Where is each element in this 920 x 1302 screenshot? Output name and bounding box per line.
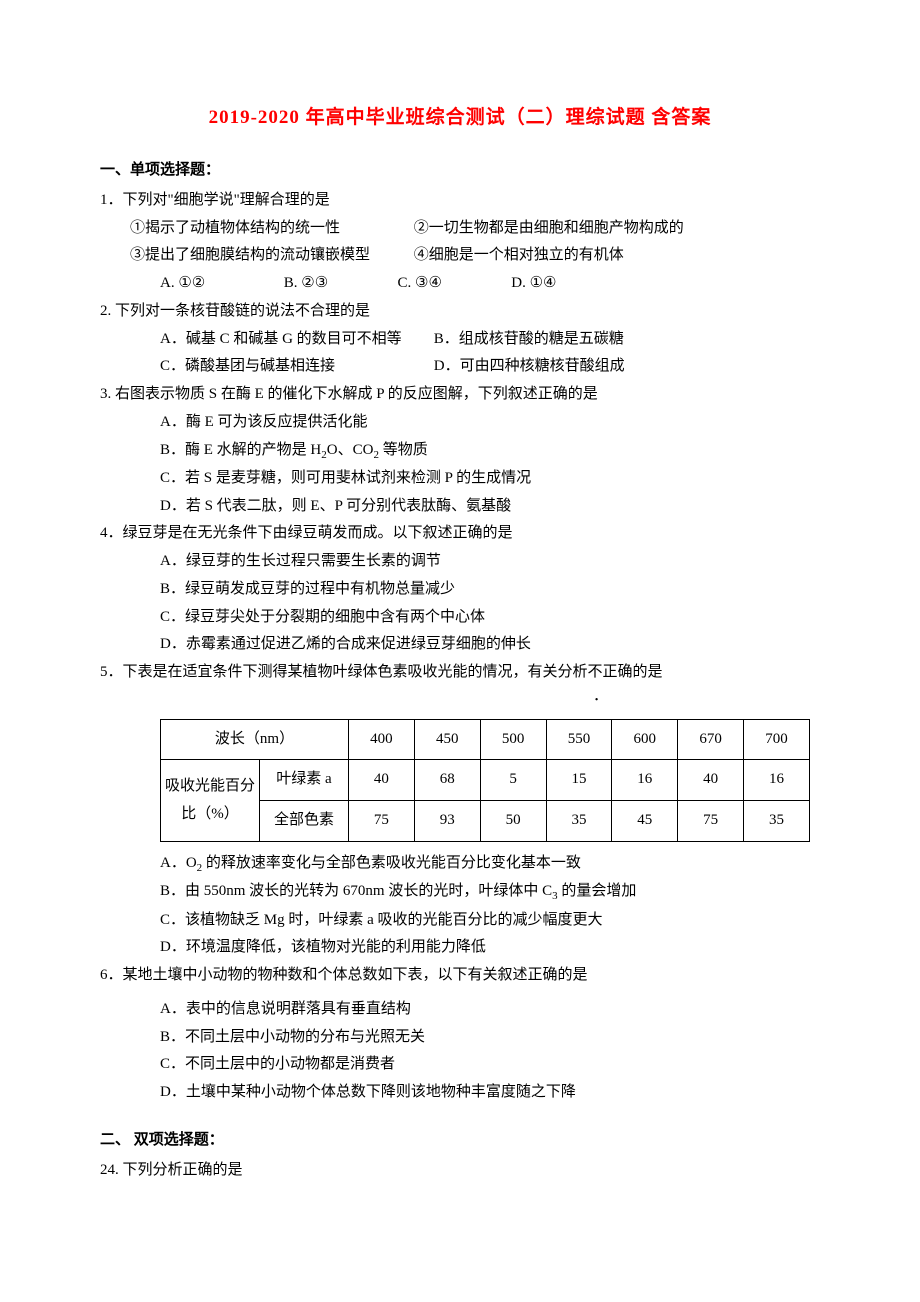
- q5-option-d: D．环境温度降低，该植物对光能的利用能力降低: [100, 934, 820, 962]
- q5-col-5: 670: [678, 719, 744, 760]
- q5-option-b: B．由 550nm 波长的光转为 670nm 波长的光时，叶绿体中 C3 的量会…: [100, 878, 820, 906]
- q3-option-a: A．酶 E 可为该反应提供活化能: [100, 409, 820, 437]
- q5-r2c0: 75: [349, 801, 415, 842]
- q3-b-pre: B．酶 E 水解的产物是 H: [160, 442, 321, 458]
- q1-option-c: C. ③④: [398, 270, 508, 298]
- q3-option-c: C．若 S 是麦芽糖，则可用斐林试剂来检测 P 的生成情况: [100, 465, 820, 493]
- q5-a-post: 的释放速率变化与全部色素吸收光能百分比变化基本一致: [202, 855, 581, 871]
- q5-col-1: 450: [414, 719, 480, 760]
- q5-b-pre: B．由 550nm 波长的光转为 670nm 波长的光时，叶绿体中 C: [160, 883, 552, 899]
- q5-r1c0: 40: [349, 760, 415, 801]
- q1-statements-row-2: ③提出了细胞膜结构的流动镶嵌模型 ④细胞是一个相对独立的有机体: [100, 242, 820, 270]
- q4-option-d: D．赤霉素通过促进乙烯的合成来促进绿豆芽细胞的伸长: [100, 631, 820, 659]
- q6-stem: 6．某地土壤中小动物的物种数和个体总数如下表，以下有关叙述正确的是: [100, 962, 820, 990]
- q1-option-a: A. ①②: [160, 270, 280, 298]
- table-row: 吸收光能百分比（%） 叶绿素 a 40 68 5 15 16 40 16: [161, 760, 810, 801]
- table-row: 波长（nm） 400 450 500 550 600 670 700: [161, 719, 810, 760]
- q2-option-d: D．可由四种核糖核苷酸组成: [434, 358, 625, 374]
- q5-r2c6: 35: [744, 801, 810, 842]
- question-5: 5．下表是在适宜条件下测得某植物叶绿体色素吸收光能的情况，有关分析不正确的是 ．…: [100, 659, 820, 962]
- q2-option-b: B．组成核苷酸的糖是五碳糖: [434, 331, 624, 347]
- q5-r2c4: 45: [612, 801, 678, 842]
- q2-option-c: C．磷酸基团与碱基相连接: [160, 353, 430, 381]
- q2-option-a: A．碱基 C 和碱基 G 的数目可不相等: [160, 326, 430, 354]
- q5-r1c3: 15: [546, 760, 612, 801]
- q5-col-2: 500: [480, 719, 546, 760]
- section-1-heading: 一、单项选择题：: [100, 157, 820, 185]
- q5-r1c5: 40: [678, 760, 744, 801]
- q5-r2c1: 93: [414, 801, 480, 842]
- question-4: 4．绿豆芽是在无光条件下由绿豆萌发而成。以下叙述正确的是 A．绿豆芽的生长过程只…: [100, 520, 820, 659]
- q3-b-post: 等物质: [379, 442, 428, 458]
- q5-col-0: 400: [349, 719, 415, 760]
- q1-stem: 1．下列对"细胞学说"理解合理的是: [100, 187, 820, 215]
- q4-option-a: A．绿豆芽的生长过程只需要生长素的调节: [100, 548, 820, 576]
- q5-b-post: 的量会增加: [558, 883, 637, 899]
- q1-options: A. ①② B. ②③ C. ③④ D. ①④: [100, 270, 820, 298]
- q5-r1c1: 68: [414, 760, 480, 801]
- q5-option-c: C．该植物缺乏 Mg 时，叶绿素 a 吸收的光能百分比的减少幅度更大: [100, 907, 820, 935]
- q5-r1c6: 16: [744, 760, 810, 801]
- q5-option-a: A．O2 的释放速率变化与全部色素吸收光能百分比变化基本一致: [100, 850, 820, 878]
- q6-option-c: C．不同土层中的小动物都是消费者: [100, 1051, 820, 1079]
- q1-statement-2: ②一切生物都是由细胞和细胞产物构成的: [414, 220, 684, 236]
- q4-option-b: B．绿豆萌发成豆芽的过程中有机物总量减少: [100, 576, 820, 604]
- q5-r1c4: 16: [612, 760, 678, 801]
- q24-stem: 24. 下列分析正确的是: [100, 1157, 820, 1185]
- q5-col-6: 700: [744, 719, 810, 760]
- q4-stem: 4．绿豆芽是在无光条件下由绿豆萌发而成。以下叙述正确的是: [100, 520, 820, 548]
- section-2-heading: 二、 双项选择题：: [100, 1127, 820, 1155]
- q5-r2c2: 50: [480, 801, 546, 842]
- question-1: 1．下列对"细胞学说"理解合理的是 ①揭示了动植物体结构的统一性 ②一切生物都是…: [100, 187, 820, 298]
- q3-option-d: D．若 S 代表二肽，则 E、P 可分别代表肽酶、氨基酸: [100, 493, 820, 521]
- q5-row-group: 吸收光能百分比（%）: [161, 760, 260, 842]
- q5-row1-label: 叶绿素 a: [260, 760, 349, 801]
- q3-stem: 3. 右图表示物质 S 在酶 E 的催化下水解成 P 的反应图解，下列叙述正确的…: [100, 381, 820, 409]
- q2-options-row-2: C．磷酸基团与碱基相连接 D．可由四种核糖核苷酸组成: [100, 353, 820, 381]
- q5-table: 波长（nm） 400 450 500 550 600 670 700 吸收光能百…: [160, 719, 810, 842]
- question-6: 6．某地土壤中小动物的物种数和个体总数如下表，以下有关叙述正确的是 A．表中的信…: [100, 962, 820, 1107]
- question-3: 3. 右图表示物质 S 在酶 E 的催化下水解成 P 的反应图解，下列叙述正确的…: [100, 381, 820, 520]
- q5-row2-label: 全部色素: [260, 801, 349, 842]
- q1-option-b: B. ②③: [284, 270, 394, 298]
- q5-a-pre: A．O: [160, 855, 197, 871]
- q5-table-header-label: 波长（nm）: [161, 719, 349, 760]
- q6-option-b: B．不同土层中小动物的分布与光照无关: [100, 1024, 820, 1052]
- q4-option-c: C．绿豆芽尖处于分裂期的细胞中含有两个中心体: [100, 604, 820, 632]
- q1-statement-3: ③提出了细胞膜结构的流动镶嵌模型: [130, 242, 410, 270]
- q5-r1c2: 5: [480, 760, 546, 801]
- q1-statement-4: ④细胞是一个相对独立的有机体: [414, 247, 624, 263]
- q3-b-mid: O、CO: [327, 442, 374, 458]
- question-24: 24. 下列分析正确的是: [100, 1157, 820, 1185]
- q1-statement-1: ①揭示了动植物体结构的统一性: [130, 215, 410, 243]
- question-2: 2. 下列对一条核苷酸链的说法不合理的是 A．碱基 C 和碱基 G 的数目可不相…: [100, 298, 820, 381]
- q5-strike-mark: ．: [100, 683, 820, 711]
- q1-option-d: D. ①④: [511, 270, 556, 298]
- q5-r2c5: 75: [678, 801, 744, 842]
- q2-options-row-1: A．碱基 C 和碱基 G 的数目可不相等 B．组成核苷酸的糖是五碳糖: [100, 326, 820, 354]
- q3-option-b: B．酶 E 水解的产物是 H2O、CO2 等物质: [100, 437, 820, 465]
- exam-title: 2019-2020 年高中毕业班综合测试（二）理综试题 含答案: [100, 100, 820, 135]
- q6-option-d: D．土壤中某种小动物个体总数下降则该地物种丰富度随之下降: [100, 1079, 820, 1107]
- q5-col-3: 550: [546, 719, 612, 760]
- q1-statements-row-1: ①揭示了动植物体结构的统一性 ②一切生物都是由细胞和细胞产物构成的: [100, 215, 820, 243]
- q2-stem: 2. 下列对一条核苷酸链的说法不合理的是: [100, 298, 820, 326]
- q5-col-4: 600: [612, 719, 678, 760]
- q5-r2c3: 35: [546, 801, 612, 842]
- q6-option-a: A．表中的信息说明群落具有垂直结构: [100, 996, 820, 1024]
